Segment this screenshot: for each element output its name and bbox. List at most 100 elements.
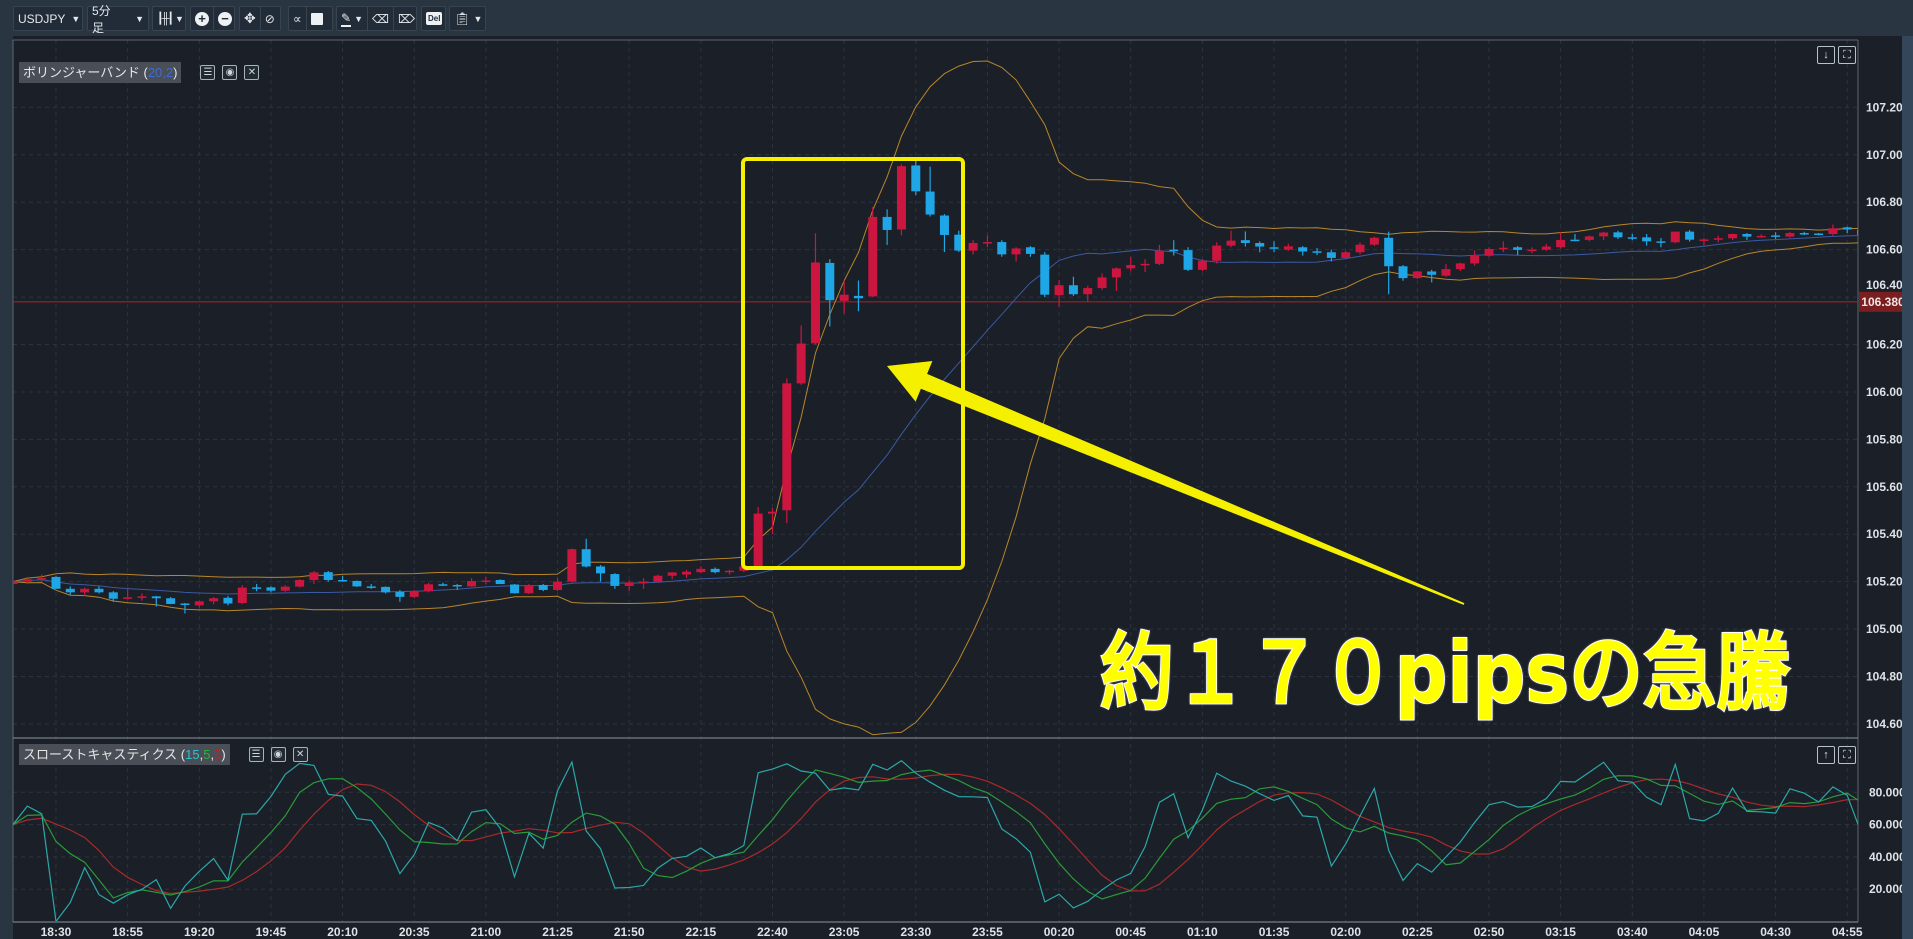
candle <box>925 166 935 217</box>
stochastic-tick-label: 60.000 <box>1869 818 1906 832</box>
candle-body <box>22 579 32 582</box>
candle-body <box>1756 235 1766 238</box>
close-icon[interactable]: ✕ <box>292 747 308 762</box>
time-tick-label: 01:10 <box>1187 925 1218 939</box>
candle-body <box>1656 241 1666 243</box>
symbol-select[interactable]: USDJPY ▼ <box>13 6 83 31</box>
candle <box>1283 243 1293 251</box>
current-price-badge-bg <box>1859 291 1907 312</box>
axis-reset-icon: ⊘ <box>264 11 275 26</box>
candle-body <box>538 584 548 590</box>
candle-body <box>624 582 634 586</box>
download-icon[interactable]: ↓ <box>1817 46 1835 64</box>
candle <box>1441 263 1451 277</box>
close-icon[interactable]: ✕ <box>244 65 260 80</box>
move-button[interactable]: ✥ <box>240 7 260 30</box>
candle-body <box>997 242 1007 255</box>
candle <box>1828 224 1838 236</box>
candle <box>1814 233 1824 236</box>
candle-body <box>1470 255 1480 264</box>
eraser-all-button[interactable]: ⌦ <box>392 7 419 30</box>
candle <box>997 240 1007 257</box>
chart-type-select[interactable]: ┃╫┃ ▼ <box>152 6 186 31</box>
candle-body <box>1742 233 1752 237</box>
candle-body <box>1556 239 1566 248</box>
candle <box>1527 247 1537 254</box>
candle-body <box>810 262 820 344</box>
time-tick-label: 18:30 <box>41 925 72 939</box>
candle-body <box>1427 271 1437 275</box>
eye-icon[interactable]: ◉ <box>270 747 286 762</box>
candle-body <box>1140 263 1150 266</box>
candle <box>1427 269 1437 283</box>
candle-body <box>1040 254 1050 295</box>
candle-body <box>939 215 949 235</box>
candle <box>882 209 892 245</box>
candle <box>1212 242 1222 264</box>
candle-body <box>596 566 606 574</box>
expand-icon[interactable]: ⛶ <box>1838 746 1856 764</box>
candle-body <box>1197 260 1207 270</box>
timeframe-select[interactable]: 5分足 ▼ <box>87 4 149 35</box>
candle-body <box>1126 265 1136 269</box>
expand-icon[interactable]: ⛶ <box>1838 46 1856 64</box>
pen-button[interactable]: ✎ ▼ <box>337 7 367 30</box>
candle-body <box>782 383 792 511</box>
stochastic-label-row: スローストキャスティクス (15,5,5) ☰ ◉ ✕ <box>19 744 308 765</box>
candle-body <box>1455 263 1465 270</box>
candle-body <box>1584 236 1594 240</box>
candle <box>37 574 47 582</box>
candle <box>1584 235 1594 242</box>
clipboard-button[interactable]: 📋︎ ▼ <box>450 7 486 30</box>
candle-body <box>1685 231 1695 240</box>
chart-type-button[interactable]: ┃╫┃ ▼ <box>153 7 188 30</box>
candle-body <box>767 511 777 514</box>
candle-body <box>366 586 376 588</box>
candle <box>94 586 104 594</box>
price-tick-label: 105.800 <box>1866 432 1910 446</box>
candle-body <box>1527 249 1537 252</box>
indicator-group: ∝ <box>288 6 333 31</box>
candle-body <box>309 572 319 581</box>
price-tick-label: 106.600 <box>1866 243 1910 257</box>
candle <box>1169 240 1179 256</box>
candle <box>954 230 964 253</box>
save-icon <box>310 12 323 25</box>
price-tick-label: 107.000 <box>1866 148 1910 162</box>
settings-icon[interactable]: ☰ <box>248 747 264 762</box>
candle-body <box>653 575 663 582</box>
bollinger-close-paren: ) <box>173 65 178 80</box>
candle <box>80 587 90 596</box>
candle-body <box>1226 240 1236 246</box>
candlestick-icon: ┃╫┃ <box>157 13 174 25</box>
timeframe-select-button[interactable]: 5分足 ▼ <box>88 4 148 35</box>
move-up-icon[interactable]: ↑ <box>1817 746 1835 764</box>
navigate-group: ✥ ⊘ <box>239 6 281 31</box>
zoom-out-button[interactable]: − <box>213 7 236 30</box>
eraser-button[interactable]: ⌫ <box>366 7 393 30</box>
candle <box>1183 247 1193 271</box>
symbol-select-button[interactable]: USDJPY ▼ <box>14 7 84 30</box>
candle <box>1326 249 1336 262</box>
scrollbar-strip[interactable] <box>1902 36 1913 939</box>
indicator-button[interactable]: ∝ <box>289 7 306 30</box>
candle <box>1040 252 1050 298</box>
candle-body <box>1699 239 1709 241</box>
candle <box>839 280 849 314</box>
eye-icon[interactable]: ◉ <box>222 65 238 80</box>
candle <box>280 585 290 592</box>
axis-reset-button[interactable]: ⊘ <box>259 7 279 30</box>
eraser-icon: ⌫ <box>371 11 389 26</box>
delete-button[interactable]: Del <box>422 7 446 30</box>
save-button[interactable] <box>305 7 327 30</box>
chevron-down-icon: ▼ <box>354 13 363 24</box>
candle-body <box>853 295 863 299</box>
zoom-in-button[interactable]: + <box>191 7 213 30</box>
settings-icon[interactable]: ☰ <box>200 65 216 80</box>
bollinger-lower-line <box>13 242 1858 736</box>
stochastic-fast-k-line <box>13 759 1858 921</box>
candle-body <box>1341 252 1351 258</box>
candle <box>653 574 663 583</box>
price-tick-label: 104.800 <box>1866 670 1910 684</box>
